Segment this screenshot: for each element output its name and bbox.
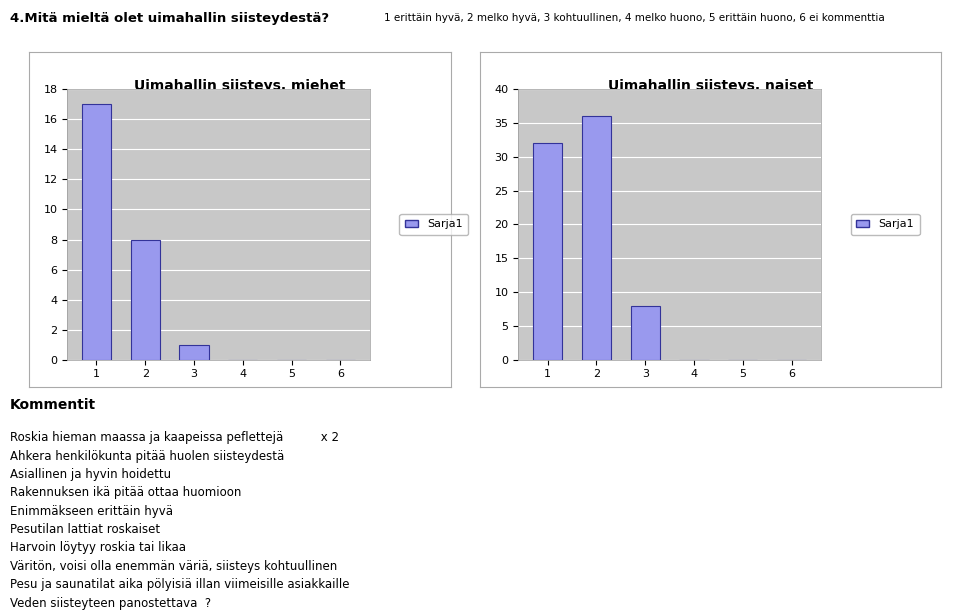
Text: Enimmäkseen erittäin hyvä: Enimmäkseen erittäin hyvä <box>10 505 173 518</box>
Text: Rakennuksen ikä pitää ottaa huomioon: Rakennuksen ikä pitää ottaa huomioon <box>10 486 241 499</box>
Text: Uimahallin siisteys, naiset: Uimahallin siisteys, naiset <box>608 79 813 93</box>
Bar <box>131 239 160 360</box>
Text: Asiallinen ja hyvin hoidettu: Asiallinen ja hyvin hoidettu <box>10 468 171 481</box>
Text: Pesutilan lattiat roskaiset: Pesutilan lattiat roskaiset <box>10 523 159 536</box>
Text: Väritön, voisi olla enemmän väriä, siisteys kohtuullinen: Väritön, voisi olla enemmän väriä, siist… <box>10 560 337 573</box>
Bar <box>582 116 612 360</box>
Text: Kommentit: Kommentit <box>10 398 96 412</box>
Text: Ahkera henkilökunta pitää huolen siisteydestä: Ahkera henkilökunta pitää huolen siistey… <box>10 450 284 462</box>
Bar <box>533 143 563 360</box>
Bar <box>82 104 111 360</box>
Text: 4.Mitä mieltä olet uimahallin siisteydestä?: 4.Mitä mieltä olet uimahallin siisteydes… <box>10 12 328 25</box>
Bar <box>631 306 660 360</box>
Text: Veden siisteyteen panostettava  ?: Veden siisteyteen panostettava ? <box>10 597 211 609</box>
Bar <box>180 345 208 360</box>
Text: 1 erittäin hyvä, 2 melko hyvä, 3 kohtuullinen, 4 melko huono, 5 erittäin huono, : 1 erittäin hyvä, 2 melko hyvä, 3 kohtuul… <box>384 14 885 23</box>
Legend: Sarja1: Sarja1 <box>399 214 468 235</box>
Text: Uimahallin siisteys, miehet: Uimahallin siisteys, miehet <box>134 79 346 93</box>
Legend: Sarja1: Sarja1 <box>851 214 920 235</box>
Text: Pesu ja saunatilat aika pölyisiä illan viimeisille asiakkaille: Pesu ja saunatilat aika pölyisiä illan v… <box>10 578 349 591</box>
Text: Harvoin löytyy roskia tai likaa: Harvoin löytyy roskia tai likaa <box>10 541 185 555</box>
Text: Roskia hieman maassa ja kaapeissa peflettejä          x 2: Roskia hieman maassa ja kaapeissa peflet… <box>10 431 339 444</box>
